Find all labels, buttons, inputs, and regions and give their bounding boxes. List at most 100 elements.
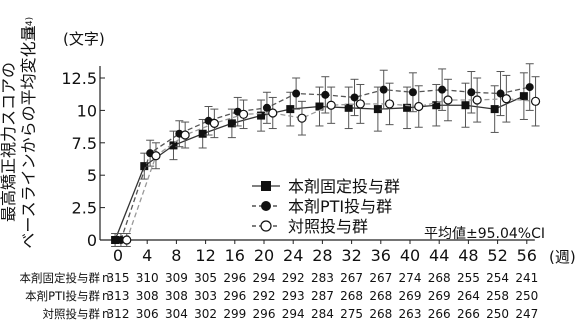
x-tick-label: 40 [400, 246, 420, 265]
data-point [180, 130, 190, 140]
data-point [461, 101, 470, 110]
n-table-count: 268 [369, 289, 392, 303]
x-axis-unit: (週) [549, 248, 576, 266]
data-point [227, 119, 236, 128]
data-point [344, 103, 353, 112]
y-tick-label: 10 [77, 101, 97, 120]
data-point [438, 85, 447, 94]
n-table-count: 241 [515, 271, 538, 285]
legend-marker [261, 201, 271, 211]
x-tick-label: 12 [195, 246, 215, 265]
y-tick-label: 2.5 [72, 199, 97, 218]
n-table-count: 264 [457, 289, 480, 303]
data-point [140, 162, 149, 171]
n-table-count: 269 [399, 289, 422, 303]
series-1 [111, 72, 528, 247]
data-point [432, 101, 441, 110]
n-table-count: 250 [515, 289, 538, 303]
n-table-count: 296 [223, 289, 246, 303]
n-table-count: 274 [399, 271, 422, 285]
data-point [384, 99, 395, 109]
n-table-n-label: n [102, 271, 110, 285]
n-table-count: 296 [253, 307, 276, 321]
x-tick-label: 56 [517, 246, 537, 265]
n-table-count: 308 [136, 289, 159, 303]
y-axis-title-line2: ベースラインからの平均変化量 [19, 25, 38, 248]
data-point [315, 102, 324, 111]
n-table-count: 269 [428, 289, 451, 303]
data-point [467, 88, 476, 97]
n-table-count: 304 [165, 307, 188, 321]
x-tick-label: 36 [371, 246, 391, 265]
n-table-count: 299 [223, 307, 246, 321]
data-point [292, 89, 301, 98]
n-table-row-label: 対照投与群 [43, 307, 101, 321]
data-point [530, 96, 541, 106]
n-table-count: 293 [282, 289, 305, 303]
data-point [122, 235, 132, 245]
x-tick-label: 52 [487, 246, 507, 265]
data-point [151, 151, 161, 161]
legend-marker [261, 181, 271, 191]
data-point [321, 90, 330, 99]
data-point [169, 141, 178, 150]
data-point [286, 105, 295, 114]
n-table-count: 312 [107, 307, 130, 321]
x-tick-label: 32 [341, 246, 361, 265]
n-table-count: 267 [340, 271, 363, 285]
series-3 [122, 74, 541, 247]
n-table-count: 306 [136, 307, 159, 321]
n-table-count: 292 [282, 271, 305, 285]
y-tick-label: 0 [87, 231, 97, 250]
x-tick-label: 16 [225, 246, 245, 265]
y-axis-unit: (文字) [63, 30, 105, 48]
data-point [111, 236, 120, 244]
data-point [496, 89, 505, 98]
n-table-count: 284 [311, 307, 334, 321]
n-table-count: 268 [428, 271, 451, 285]
y-tick-label: 5 [87, 166, 97, 185]
n-table-count: 303 [194, 289, 217, 303]
n-table-row-label: 本剤PTI投与群 [25, 289, 100, 303]
n-table-count: 313 [107, 289, 130, 303]
x-tick-label: 24 [283, 246, 303, 265]
legend-label: 対照投与群 [288, 217, 368, 236]
n-table-count: 287 [311, 289, 334, 303]
n-table-count: 267 [369, 271, 392, 285]
data-point [443, 95, 453, 105]
n-table-count: 292 [253, 289, 276, 303]
x-tick-label: 4 [142, 246, 152, 265]
y-axis-title-note: 注4) [23, 17, 35, 35]
data-point [355, 99, 365, 109]
n-table-n-label: n [102, 289, 110, 303]
data-point [209, 118, 219, 128]
x-tick-label: 8 [171, 246, 181, 265]
y-tick-label: 7.5 [72, 134, 97, 153]
n-table-count: 268 [340, 289, 363, 303]
n-table-count: 315 [107, 271, 130, 285]
y-axis-title-line1: 最高矯正視力スコアの [0, 62, 18, 222]
n-table-count: 266 [457, 307, 480, 321]
n-table-count: 302 [194, 307, 217, 321]
data-point [414, 101, 424, 112]
n-table-count: 310 [136, 271, 159, 285]
data-point [373, 105, 382, 114]
data-point [238, 109, 249, 119]
data-point [490, 105, 499, 114]
x-tick-label: 44 [429, 246, 449, 265]
n-table-count: 275 [340, 307, 363, 321]
n-table-n-label: n [102, 307, 110, 321]
x-tick-label: 28 [312, 246, 332, 265]
n-table-count: 305 [194, 271, 217, 285]
n-table-count: 255 [457, 271, 480, 285]
n-table-count: 258 [486, 289, 509, 303]
n-table-count: 296 [223, 271, 246, 285]
data-point [326, 100, 336, 110]
n-table-count: 294 [282, 307, 305, 321]
n-table-count: 266 [428, 307, 451, 321]
data-point [379, 85, 388, 94]
data-point [297, 113, 307, 123]
